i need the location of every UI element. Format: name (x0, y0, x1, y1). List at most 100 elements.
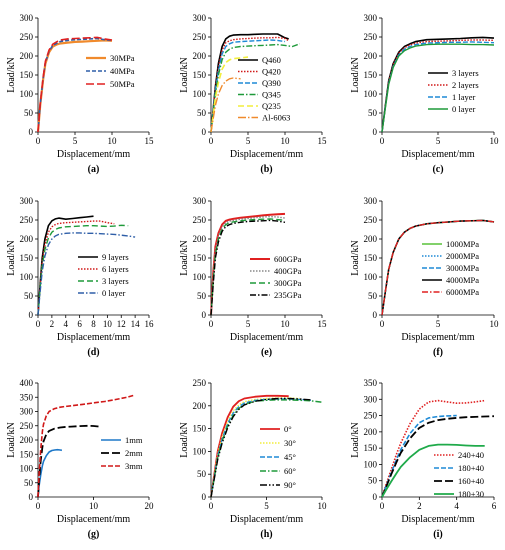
y-axis-title: Load/kN (6, 240, 17, 276)
y-tick-label: 50 (368, 108, 378, 118)
legend-label: 2 layers (452, 80, 479, 90)
x-tick-label: 5 (264, 501, 269, 511)
panel-label: (f) (433, 347, 443, 358)
y-tick-label: 100 (20, 89, 34, 99)
y-tick-label: 250 (193, 32, 207, 42)
series-line (37, 232, 136, 316)
series-line (37, 394, 136, 498)
y-tick-label: 100 (193, 272, 207, 282)
y-tick-label: 0 (202, 492, 207, 502)
y-axis-title: Load/kN (179, 240, 190, 276)
series-line (381, 41, 495, 133)
y-tick-label: 300 (193, 196, 207, 206)
series-line (210, 399, 323, 498)
series-line (210, 43, 301, 133)
y-tick-label: 250 (193, 378, 207, 388)
chart-panel: 0 50 100 150 200 250 300 350 0 2 4 6 Displacement/mm… (350, 378, 497, 540)
series-line (37, 448, 63, 498)
x-tick-label: 15 (318, 136, 328, 146)
legend-label: 3mm (125, 461, 143, 471)
x-tick-label: 15 (145, 136, 155, 146)
y-axis-title: Load/kN (179, 57, 190, 93)
y-tick-label: 200 (20, 51, 34, 61)
legend-label: Q345 (262, 90, 281, 100)
x-tick-label: 10 (281, 136, 291, 146)
legend-label: 30° (284, 438, 296, 448)
panel-label: (c) (432, 164, 443, 175)
x-tick-label: 2 (417, 501, 422, 511)
legend-label: 1000MPa (446, 239, 479, 249)
y-axis-title: Load/kN (350, 422, 361, 458)
legend-label: 45° (284, 452, 296, 462)
y-tick-label: 200 (364, 51, 378, 61)
x-tick-label: 0 (209, 501, 214, 511)
y-tick-label: 150 (364, 70, 378, 80)
x-tick-label: 10 (490, 136, 500, 146)
x-axis-title: Displacement/mm (230, 149, 304, 160)
legend: 30MPa 40MPa 50MPa (86, 53, 135, 89)
chart-panel: 0 50 100 150 200 250 300 0 5 10 Displacement/mm Loa… (350, 196, 499, 358)
x-tick-label: 10 (318, 501, 328, 511)
chart-panel: 0 50 100 150 200 250 300 0 5 10 15 Displacement/mm L… (6, 13, 154, 175)
y-tick-label: 50 (197, 108, 207, 118)
series-line (37, 224, 129, 316)
x-tick-label: 4 (454, 501, 459, 511)
x-tick-label: 0 (36, 501, 41, 511)
x-tick-label: 5 (246, 319, 251, 329)
legend-label: 6 layers (102, 264, 129, 274)
panel-label: (e) (261, 347, 272, 358)
chart-panel: 0 50 100 150 200 250 300 0 5 10 Displacement/mm Loa… (350, 13, 499, 175)
x-tick-label: 16 (145, 319, 155, 329)
y-tick-label: 100 (364, 459, 378, 469)
legend-label: 6000MPa (446, 287, 479, 297)
series-line (381, 415, 495, 498)
legend-label: 50MPa (110, 79, 135, 89)
legend-label: Q235 (262, 101, 281, 111)
legend-label: 3 layers (452, 68, 479, 78)
y-tick-label: 300 (364, 13, 378, 23)
legend-label: 60° (284, 466, 296, 476)
legend: 0° 30° 45° 60° 90° (260, 424, 296, 490)
legend-label: 400GPa (274, 266, 302, 276)
legend-label: 30MPa (110, 53, 135, 63)
legend-label: Q460 (262, 55, 281, 65)
panel-label: (h) (260, 529, 272, 540)
series-line (37, 36, 113, 133)
series-line (37, 215, 94, 316)
x-tick-label: 15 (318, 319, 328, 329)
y-tick-label: 150 (20, 253, 34, 263)
series-line (210, 36, 290, 133)
x-tick-label: 10 (490, 319, 500, 329)
x-tick-label: 0 (209, 136, 214, 146)
x-axis-title: Displacement/mm (401, 149, 475, 160)
y-tick-label: 200 (20, 435, 34, 445)
series-line (37, 424, 100, 498)
y-axis-title: Load/kN (350, 57, 361, 93)
y-tick-label: 0 (29, 127, 34, 137)
y-tick-label: 0 (29, 310, 34, 320)
legend-label: 0 layer (452, 104, 476, 114)
y-tick-label: 350 (20, 392, 34, 402)
legend-label: 600GPa (274, 254, 302, 264)
y-tick-label: 200 (193, 51, 207, 61)
series-line (210, 77, 241, 133)
x-axis-title: Displacement/mm (230, 514, 304, 525)
legend-label: 1 layer (452, 92, 476, 102)
series-line (381, 414, 457, 498)
chart-panel: 0 50 100 150 200 250 300 350 400 0 10 20 Displacemen… (6, 378, 154, 540)
y-tick-label: 250 (364, 32, 378, 42)
y-axis-title: Load/kN (6, 422, 17, 458)
y-tick-label: 0 (373, 310, 378, 320)
legend: 600GPa 400GPa 300GPa 235GPa (250, 254, 302, 300)
series-line (36, 39, 113, 133)
series-line (210, 215, 286, 316)
legend-label: 0 layer (102, 288, 126, 298)
x-tick-label: 10 (108, 136, 118, 146)
legend-label: Q390 (262, 78, 281, 88)
x-tick-label: 14 (131, 319, 141, 329)
legend-label: 180+30 (458, 489, 484, 499)
y-tick-label: 50 (197, 469, 207, 479)
x-tick-label: 4 (64, 319, 69, 329)
